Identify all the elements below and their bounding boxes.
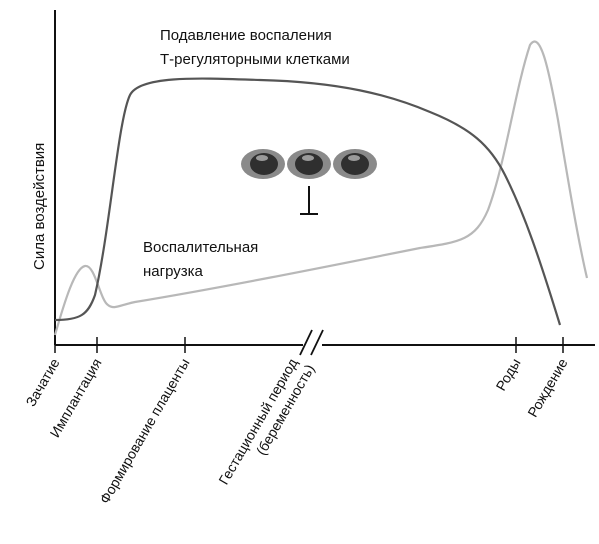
tick-label-gestation-line1: Гестационный период — [215, 356, 300, 488]
inflammation-curve — [53, 40, 589, 336]
inflammation-label-line2: нагрузка — [143, 263, 204, 280]
suppression-curve — [54, 77, 562, 326]
suppression-label-line2: Т-регуляторными клетками — [160, 51, 350, 68]
tick-label-placenta: Формирование плаценты — [96, 356, 192, 507]
suppression-label-line1: Подавление воспаления — [160, 27, 332, 44]
axis-break-icon — [299, 329, 324, 356]
inflammation-label-line1: Воспалительная — [143, 239, 258, 256]
tick-label-birth: Рождение — [524, 355, 570, 419]
treg-cell-icon — [241, 149, 285, 179]
treg-cell-icon — [287, 149, 331, 179]
tick-label-conception: Зачатие — [22, 355, 62, 409]
y-axis-label: Сила воздействия — [31, 143, 48, 270]
treg-cell-icon — [333, 149, 377, 179]
tick-label-labor: Роды — [493, 356, 524, 394]
inhibition-mark-icon — [300, 186, 318, 215]
